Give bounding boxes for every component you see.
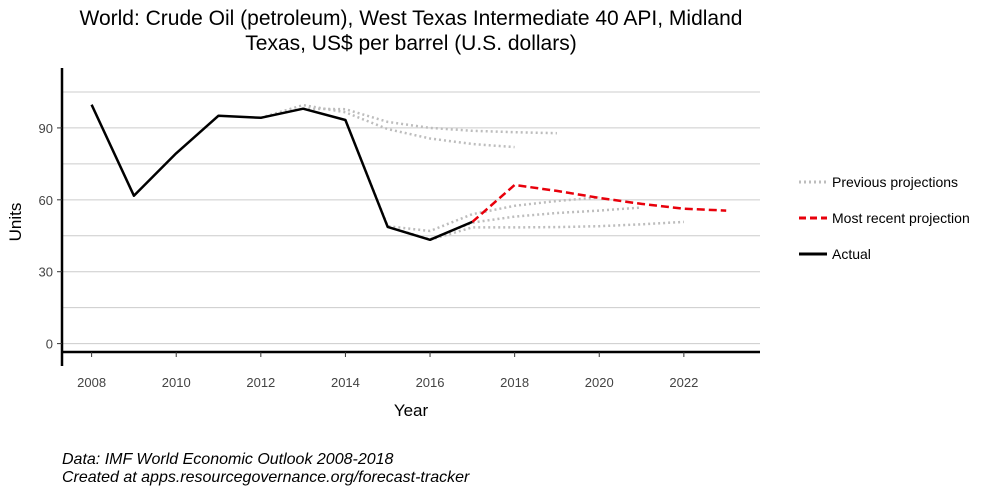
- legend-label: Actual: [832, 246, 871, 262]
- caption-source: Data: IMF World Economic Outlook 2008-20…: [62, 451, 394, 468]
- axes: [60, 68, 760, 366]
- previous-projection-line: [387, 206, 642, 241]
- legend-key-dotted: [799, 180, 827, 184]
- caption: Data: IMF World Economic Outlook 2008-20…: [62, 451, 469, 487]
- y-tick-label: 0: [46, 337, 53, 352]
- legend-key-solid: [799, 252, 827, 256]
- gridlines: [62, 91, 760, 345]
- x-tick-label: 2014: [331, 375, 360, 390]
- x-tick-label: 2022: [669, 375, 698, 390]
- chart-title-line1: World: Crude Oil (petroleum), West Texas…: [79, 7, 743, 30]
- legend-item-most-recent-projection: Most recent projection: [798, 204, 993, 240]
- y-tick-label: 90: [39, 121, 53, 136]
- chart-title: World: Crude Oil (petroleum), West Texas…: [0, 6, 822, 56]
- legend-label: Most recent projection: [832, 210, 970, 226]
- x-tick-label: 2010: [162, 375, 191, 390]
- most-recent-projection-line: [471, 183, 727, 223]
- legend-item-previous-projections: Previous projections: [798, 168, 993, 204]
- legend-key-dashed: [799, 216, 827, 220]
- x-tick-label: 2016: [416, 375, 445, 390]
- previous-projection-line: [303, 107, 557, 135]
- previous-projections-lines: [260, 103, 684, 241]
- legend: Previous projections Most recent project…: [798, 168, 993, 276]
- x-axis-label: Year: [394, 401, 429, 420]
- caption-credit: Created at apps.resourcegovernance.org/f…: [62, 469, 470, 486]
- x-tick-label: 2020: [585, 375, 614, 390]
- legend-item-actual: Actual: [798, 240, 993, 276]
- tick-labels: 2008 2010 2012 2014 2016 2018 2020 2022 0 30 60 90: [39, 121, 699, 390]
- y-axis-label: Units: [6, 203, 25, 242]
- x-tick-label: 2012: [246, 375, 275, 390]
- y-tick-label: 30: [39, 265, 53, 280]
- actual-path: [90, 104, 473, 242]
- previous-projection-line: [260, 103, 515, 149]
- y-tick-label: 60: [39, 193, 53, 208]
- legend-label: Previous projections: [832, 174, 959, 190]
- actual-line: [90, 104, 473, 242]
- most-recent-projection-path: [471, 183, 727, 223]
- chart-title-line2: Texas, US$ per barrel (U.S. dollars): [245, 32, 577, 55]
- x-tick-label: 2008: [77, 375, 106, 390]
- x-tick-label: 2018: [500, 375, 529, 390]
